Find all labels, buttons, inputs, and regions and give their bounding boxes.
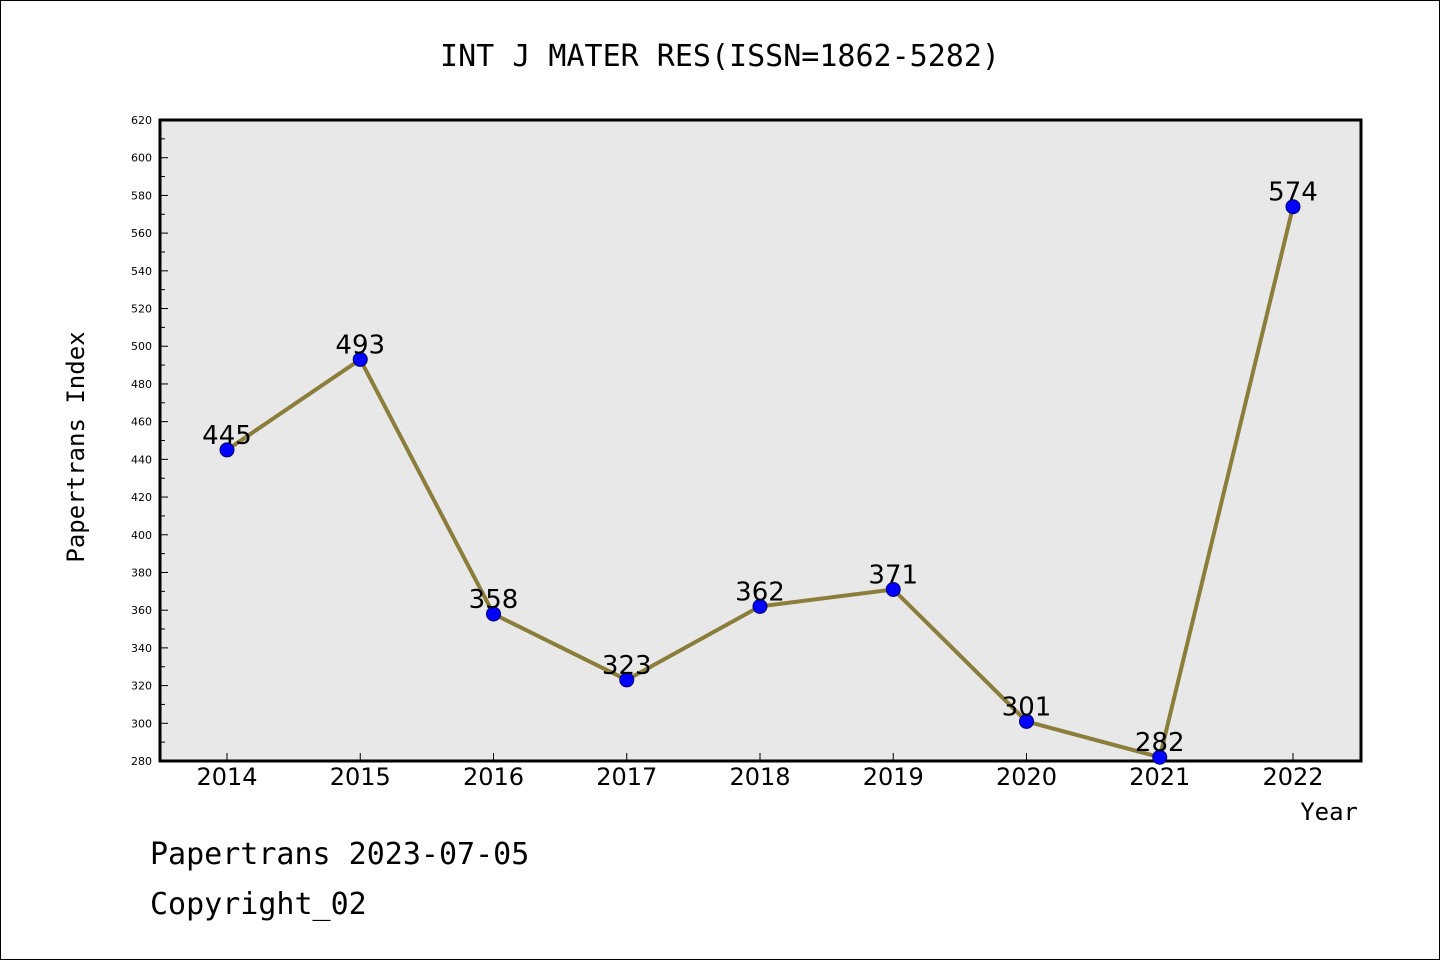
x-tick-label: 2014 — [196, 763, 257, 791]
data-labels: 445 493 358 323 362 371 301 282 574 — [202, 178, 1318, 759]
x-tick-label: 2018 — [729, 763, 790, 791]
data-point — [885, 581, 901, 597]
y-tick-label: 600 — [131, 152, 152, 165]
y-tick-label: 400 — [131, 529, 152, 542]
y-tick-label: 560 — [131, 227, 152, 240]
y-tick-label: 420 — [131, 491, 152, 504]
y-tick-label: 440 — [131, 453, 152, 466]
footer-date: Papertrans 2023-07-05 — [150, 837, 529, 872]
data-point — [219, 442, 235, 458]
data-point — [619, 672, 635, 688]
data-point — [1152, 749, 1168, 765]
footer-copyright: Copyright_02 — [150, 887, 367, 922]
y-tick-label: 480 — [131, 378, 152, 391]
data-label: 445 — [202, 421, 252, 451]
y-tick-label: 380 — [131, 566, 152, 579]
y-axis-label: Papertrans Index — [62, 331, 90, 562]
x-axis-label: Year — [1300, 798, 1358, 826]
y-tick-label: 520 — [131, 303, 152, 316]
data-label: 574 — [1268, 178, 1318, 208]
data-point — [1285, 199, 1301, 215]
x-tick-label: 2016 — [463, 763, 524, 791]
y-tick-label: 580 — [131, 189, 152, 202]
data-point — [1019, 713, 1034, 729]
chart-title: INT J MATER RES(ISSN=1862-5282) — [440, 39, 1000, 74]
y-tick-label: 360 — [131, 604, 152, 617]
data-label: 301 — [1002, 692, 1052, 722]
y-tick-label: 620 — [131, 114, 152, 127]
y-tick-label: 340 — [131, 642, 152, 655]
y-tick-label: 320 — [131, 680, 152, 693]
data-label: 493 — [335, 330, 385, 360]
data-label: 282 — [1135, 728, 1185, 758]
data-point — [752, 598, 768, 614]
y-tick-label: 300 — [131, 717, 152, 730]
x-tick-label: 2022 — [1262, 763, 1323, 791]
x-tick-label: 2017 — [596, 763, 657, 791]
data-label: 362 — [735, 577, 785, 607]
x-axis: 2014 2015 2016 2017 2018 2019 2020 2021 2022 — [196, 753, 1324, 791]
data-points — [219, 199, 1301, 765]
data-label: 358 — [469, 585, 519, 615]
x-tick-label: 2020 — [996, 763, 1057, 791]
y-tick-label: 460 — [131, 416, 152, 429]
data-point — [486, 606, 501, 622]
data-label: 371 — [868, 560, 918, 590]
data-label: 323 — [602, 651, 652, 681]
y-tick-label: 280 — [131, 755, 152, 768]
x-tick-label: 2021 — [1129, 763, 1190, 791]
plot-area — [158, 118, 1363, 763]
y-tick-label: 540 — [131, 265, 152, 278]
y-tick-label: 500 — [131, 340, 152, 353]
x-tick-label: 2015 — [330, 763, 391, 791]
data-point — [352, 351, 368, 367]
y-axis: 280 300 320 340 360 380 400 420 440 460 480 500 520 5… — [131, 114, 168, 768]
x-tick-label: 2019 — [863, 763, 924, 791]
